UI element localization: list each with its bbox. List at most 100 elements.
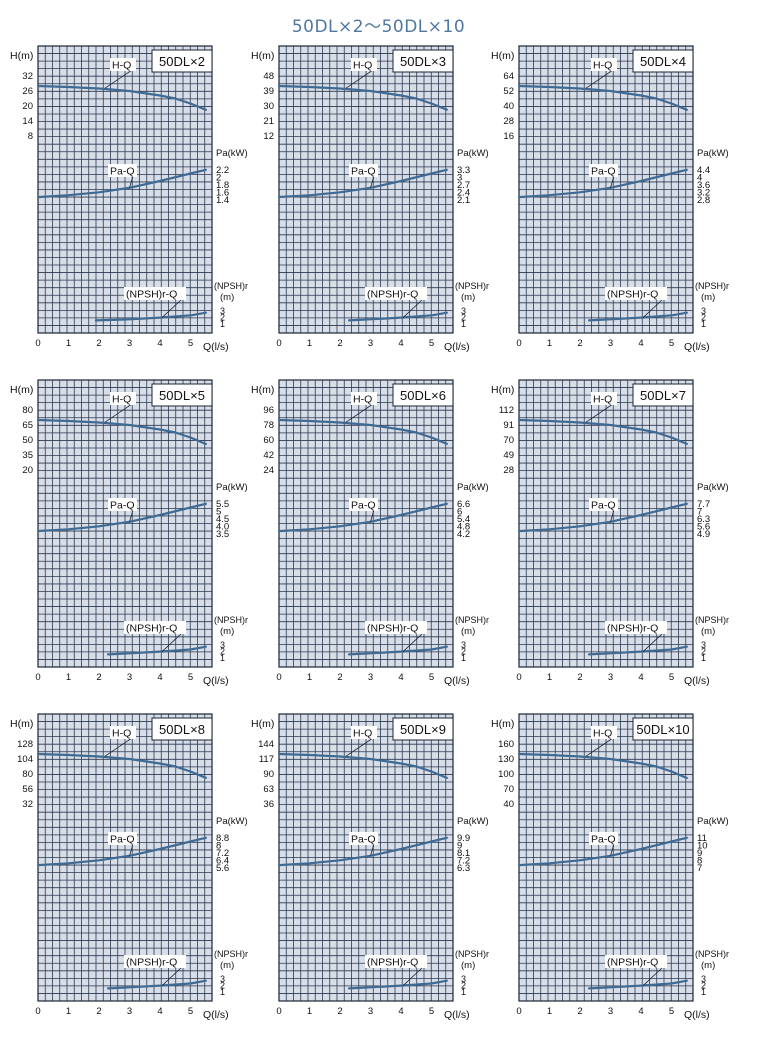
- model-label: 50DL×3: [400, 54, 446, 69]
- x-tick-label: 3: [608, 338, 613, 349]
- pa-tick-label: 11: [697, 833, 707, 844]
- paq-curve: [277, 168, 448, 199]
- pa-axis-label: Pa(kW): [457, 816, 489, 827]
- npsh-label-bg: [124, 287, 186, 300]
- hq-curve: [36, 418, 207, 446]
- paq-curve: [277, 836, 448, 867]
- h-axis-label: H(m): [251, 384, 274, 396]
- npsh-label-bg: [605, 287, 667, 300]
- x-axis-label: Q(l/s): [203, 675, 229, 687]
- h-tick-label: 90: [263, 769, 274, 780]
- paq-label-leader: [129, 175, 134, 188]
- x-tick-label: 0: [276, 338, 281, 349]
- pa-tick-label: 4.8: [457, 522, 470, 533]
- x-axis-label: Q(l/s): [444, 1009, 470, 1021]
- paq-label-bg: [349, 832, 378, 845]
- paq-label-bg: [589, 164, 618, 177]
- x-tick-label: 4: [638, 672, 643, 683]
- pa-tick-label: 2: [216, 173, 221, 184]
- h-tick-label: 20: [22, 465, 33, 476]
- x-axis-label: Q(l/s): [684, 675, 710, 687]
- npsh-axis-unit: (m): [220, 626, 234, 637]
- npsh-tick-label: 3: [220, 640, 225, 650]
- paq-label: Pa-Q: [591, 166, 616, 178]
- x-tick-label: 4: [398, 338, 403, 349]
- npsh-curve: [94, 311, 207, 322]
- pa-tick-label: 3.5: [216, 529, 229, 540]
- hq-label: H-Q: [353, 60, 372, 72]
- npsh-label-bg: [124, 621, 186, 634]
- h-tick-label: 16: [503, 131, 514, 142]
- x-tick-label: 4: [157, 338, 162, 349]
- pa-axis-label: Pa(kW): [697, 482, 729, 493]
- x-tick-label: 0: [35, 1006, 40, 1017]
- model-box: [151, 383, 213, 407]
- pa-tick-label: 9: [457, 841, 462, 852]
- paq-label-bg: [589, 498, 618, 511]
- pa-tick-label: 5.5: [216, 499, 229, 510]
- pa-tick-label: 3.6: [697, 180, 710, 191]
- hq-label-leader: [104, 737, 133, 757]
- h-tick-label: 64: [503, 71, 514, 82]
- npsh-tick-label: 3: [701, 640, 706, 650]
- paq-curve: [517, 502, 688, 533]
- pa-tick-label: 5: [216, 507, 221, 518]
- npsh-label: (NPSH)r-Q: [367, 289, 418, 301]
- pa-tick-label: 2.8: [697, 195, 710, 206]
- npsh-tick-label: 1: [220, 319, 225, 329]
- paq-curve: [36, 836, 207, 867]
- pa-tick-label: 7: [697, 507, 702, 518]
- npsh-tick-label: 3: [461, 640, 466, 650]
- paq-label-leader: [129, 509, 134, 522]
- paq-label-leader: [370, 509, 375, 522]
- h-tick-label: 128: [17, 739, 33, 750]
- npsh-label-leader: [161, 632, 183, 652]
- npsh-label: (NPSH)r-Q: [126, 289, 177, 301]
- npsh-axis-unit: (m): [701, 960, 715, 971]
- pa-tick-label: 7.2: [457, 856, 470, 867]
- npsh-tick-label: 3: [701, 306, 706, 316]
- hq-label-bg: [591, 392, 617, 405]
- h-tick-label: 20: [22, 101, 33, 112]
- paq-label-leader: [370, 175, 375, 188]
- h-tick-label: 48: [263, 71, 274, 82]
- pa-axis-label: Pa(kW): [216, 482, 248, 493]
- hq-label-leader: [345, 69, 374, 89]
- model-label: 50DL×4: [640, 54, 686, 69]
- hq-label-bg: [591, 58, 617, 71]
- paq-label-leader: [129, 843, 134, 856]
- npsh-axis-unit: (m): [461, 292, 475, 303]
- x-axis-label: Q(l/s): [444, 341, 470, 353]
- paq-curve: [517, 836, 688, 867]
- npsh-tick-label: 2: [461, 981, 466, 991]
- x-tick-label: 2: [337, 1006, 342, 1017]
- npsh-axis-label: (NPSH)r: [214, 949, 248, 959]
- pa-tick-label: 4.0: [216, 522, 229, 533]
- x-tick-label: 5: [429, 338, 434, 349]
- pa-tick-label: 5.6: [216, 863, 229, 874]
- npsh-tick-label: 3: [461, 306, 466, 316]
- paq-label: Pa-Q: [110, 166, 135, 178]
- paq-label: Pa-Q: [591, 500, 616, 512]
- h-axis-label: H(m): [251, 50, 274, 62]
- h-axis-label: H(m): [10, 50, 33, 62]
- pump-chart: 50DL×7H(m)11291704928Pa(kW)7.776.35.64.9…: [491, 379, 729, 687]
- h-axis-label: H(m): [491, 50, 514, 62]
- model-label: 50DL×8: [159, 722, 205, 737]
- plot-border: [518, 379, 694, 668]
- x-tick-label: 3: [368, 338, 373, 349]
- model-label: 50DL×9: [400, 722, 446, 737]
- h-tick-label: 39: [263, 86, 274, 97]
- npsh-curve: [348, 645, 448, 656]
- model-label: 50DL×7: [640, 388, 686, 403]
- npsh-label-leader: [402, 632, 424, 652]
- pa-tick-label: 7: [697, 863, 702, 874]
- pa-tick-label: 8.8: [216, 833, 229, 844]
- x-tick-label: 3: [127, 672, 132, 683]
- npsh-axis-label: (NPSH)r: [455, 615, 489, 625]
- hq-label-leader: [585, 403, 614, 423]
- paq-curve: [36, 502, 207, 533]
- x-tick-label: 4: [638, 338, 643, 349]
- h-tick-label: 21: [263, 116, 274, 127]
- npsh-curve: [588, 311, 688, 322]
